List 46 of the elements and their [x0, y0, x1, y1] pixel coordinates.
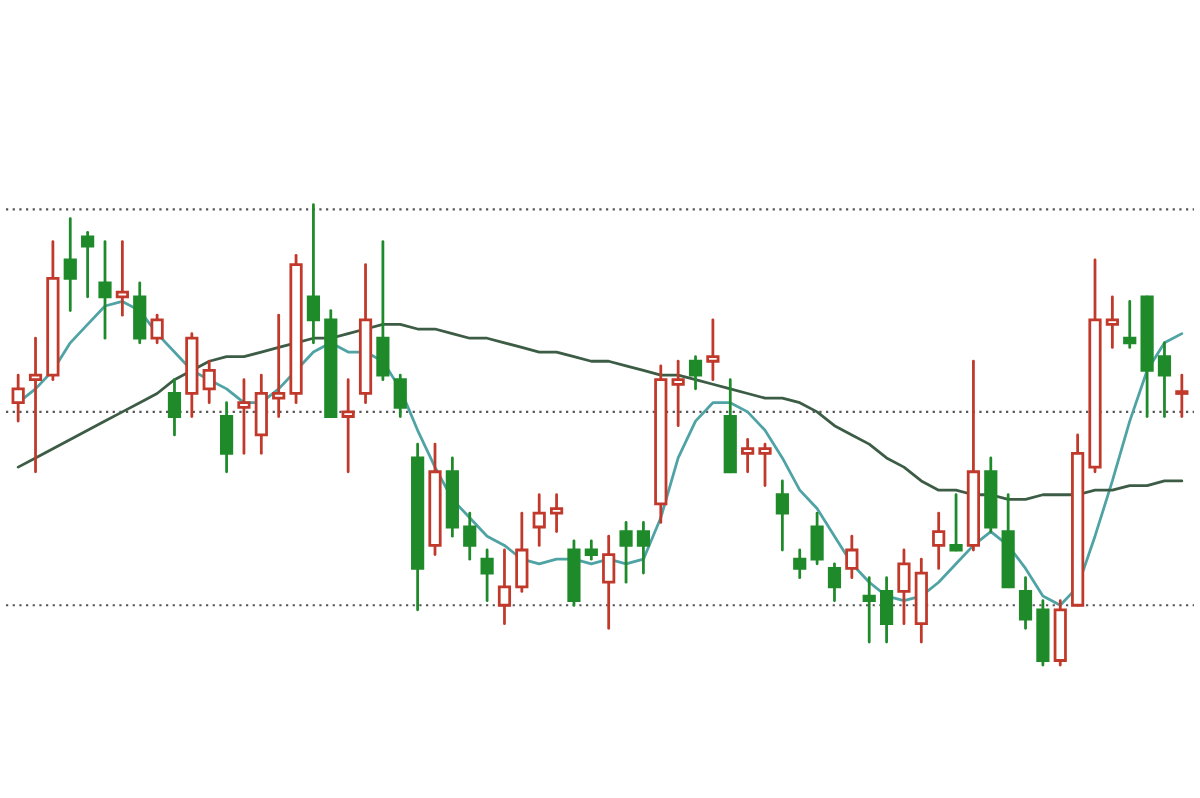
- candlestick: [932, 511, 946, 570]
- candlestick: [827, 562, 842, 603]
- candlestick: [602, 534, 616, 630]
- candlestick: [688, 355, 703, 391]
- candlestick: [515, 511, 529, 593]
- candlestick: [706, 318, 720, 382]
- candlestick: [1175, 373, 1189, 418]
- candlestick: [28, 336, 43, 474]
- candlestick: [741, 438, 755, 474]
- candlestick: [862, 576, 876, 644]
- candlestick: [115, 240, 129, 317]
- candlestick: [358, 263, 373, 405]
- candlestick: [445, 456, 459, 538]
- candlestick: [636, 520, 651, 575]
- candlestick: [63, 217, 77, 312]
- candlestick: [341, 378, 355, 474]
- candlestick: [793, 548, 807, 580]
- candlestick: [584, 539, 598, 561]
- candlestick: [11, 373, 25, 423]
- candlestick: [845, 534, 859, 580]
- candlestick: [532, 493, 546, 547]
- candlestick: [1105, 295, 1119, 349]
- candlestick: [98, 240, 112, 340]
- candlestick: [914, 557, 928, 644]
- candlestick: [463, 511, 477, 561]
- candlestick: [167, 378, 182, 437]
- candlestick: [411, 442, 425, 612]
- candlestick: [185, 332, 199, 418]
- candlestick: [219, 401, 234, 474]
- candlestick: [775, 479, 789, 552]
- candlestick: [237, 378, 251, 455]
- candlestick: [1018, 576, 1033, 630]
- candlestick: [202, 359, 216, 405]
- candlestick: [966, 359, 981, 552]
- candlestick: [306, 203, 321, 345]
- candlestick: [1157, 341, 1172, 418]
- candlestick: [879, 576, 894, 644]
- candlestick: [81, 230, 95, 299]
- candlestick: [497, 548, 512, 626]
- candlestick: [1123, 300, 1137, 349]
- candlestick: [654, 364, 668, 524]
- candlestick: [671, 359, 685, 428]
- candlestick: [984, 456, 998, 533]
- candlestick: [254, 373, 268, 455]
- candlestick: [549, 493, 564, 533]
- candlestick: [272, 313, 286, 418]
